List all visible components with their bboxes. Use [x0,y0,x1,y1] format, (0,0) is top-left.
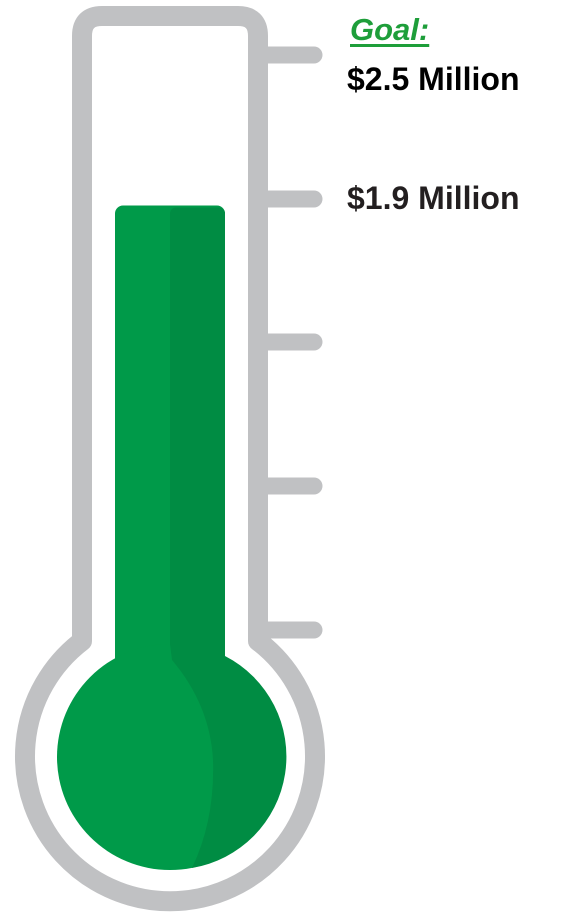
thermometer-outline [15,6,325,912]
goal-amount: $2.5 Million [347,61,520,97]
scale-ticks [253,46,323,639]
bulb-shade [170,644,287,868]
goal-title: Goal: [350,12,430,47]
raised-amount: $1.9 Million [347,180,520,216]
progress-fill-shade [170,207,225,690]
